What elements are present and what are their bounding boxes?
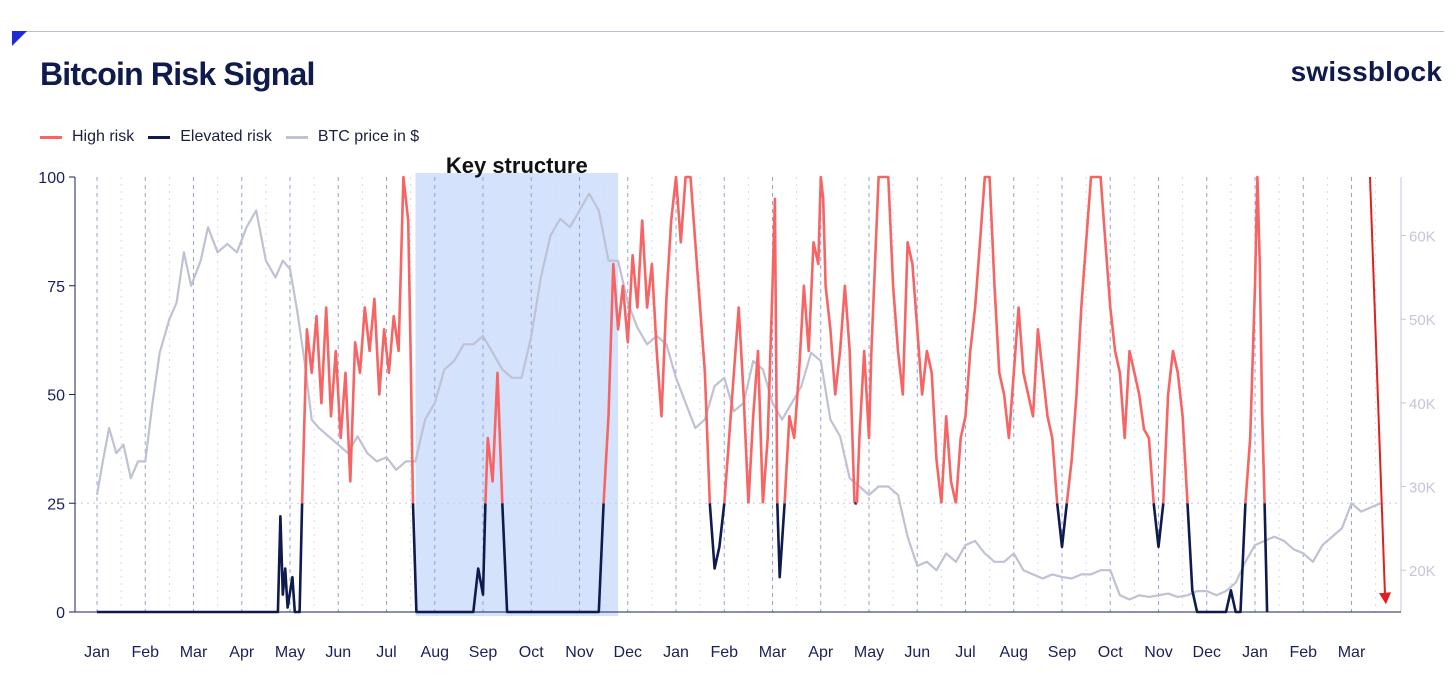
- elevated-risk-segment-26: [1263, 503, 1269, 613]
- y-left-tick-label-75: 75: [47, 279, 65, 296]
- legend-label-elevated-risk: Elevated risk: [180, 128, 272, 145]
- risk-signal-series: [97, 175, 1391, 614]
- legend-item-elevated-risk: Elevated risk: [148, 128, 272, 146]
- chart-title: Bitcoin Risk Signal: [40, 56, 315, 92]
- x-tick-label-0: Jan: [84, 644, 110, 661]
- x-tick-label-24: Jan: [1242, 644, 1268, 661]
- legend: High risk Elevated risk BTC price in $: [40, 128, 433, 146]
- legend-item-high-risk: High risk: [40, 128, 134, 146]
- x-tick-label-9: Oct: [519, 644, 544, 661]
- elevated-risk-segment-2: [411, 503, 487, 614]
- elevated-risk-segment-24: [1186, 503, 1247, 614]
- key-structure-highlight-layer: [415, 173, 619, 616]
- x-tick-label-26: Mar: [1338, 644, 1366, 661]
- high-risk-segment-23: [1162, 349, 1189, 504]
- high-risk-segment-1: [300, 175, 415, 504]
- elevated-risk-segment-0: [97, 503, 304, 614]
- down-arrow-shaft: [1369, 176, 1386, 596]
- high-risk-segment-19: [954, 175, 1059, 504]
- elevated-risk-segment-4: [501, 503, 605, 614]
- high-risk-segment-15: [855, 175, 943, 504]
- btc-price-series: [95, 192, 1381, 601]
- x-tick-label-16: May: [854, 644, 884, 661]
- x-tick-label-17: Jun: [904, 644, 930, 661]
- high-risk-segment-5: [602, 175, 712, 504]
- high-risk-segment-11: [761, 197, 779, 504]
- down-arrow-head: [1379, 592, 1391, 605]
- x-tick-label-1: Feb: [131, 644, 159, 661]
- x-tick-label-15: Apr: [808, 644, 834, 661]
- corner-marker: [12, 31, 27, 46]
- x-tick-label-6: Jul: [376, 644, 396, 661]
- elevated-risk-segment-22: [1152, 503, 1165, 549]
- y-right-tick-label-3: 50K: [1409, 312, 1436, 329]
- x-tick-label-11: Dec: [614, 644, 642, 661]
- x-tick-label-13: Feb: [710, 644, 738, 661]
- x-tick-label-14: Mar: [759, 644, 787, 661]
- high-risk-segment-7: [723, 306, 750, 504]
- x-tick-label-3: Apr: [229, 644, 255, 661]
- x-tick-label-12: Jan: [663, 644, 689, 661]
- x-tick-label-25: Feb: [1289, 644, 1317, 661]
- y-left-tick-label-100: 100: [38, 170, 65, 187]
- high-risk-segment-25: [1244, 175, 1266, 504]
- legend-swatch-elevated-risk: [148, 135, 171, 139]
- x-tick-label-8: Sep: [469, 644, 498, 661]
- legend-item-btc-price: BTC price in $: [285, 128, 420, 146]
- axes: [69, 176, 1406, 613]
- high-risk-segment-17: [940, 414, 958, 504]
- y-right-tick-label-4: 60K: [1409, 229, 1436, 246]
- brand-logo: swissblock: [1290, 56, 1442, 87]
- legend-swatch-btc-price: [285, 135, 308, 139]
- x-tick-label-19: Aug: [1000, 644, 1028, 661]
- key-structure-highlight: [415, 173, 619, 616]
- x-tick-label-21: Oct: [1098, 644, 1123, 661]
- y-right-tick-label-2: 40K: [1409, 396, 1436, 413]
- x-tick-label-23: Dec: [1193, 644, 1221, 661]
- x-tick-label-5: Jun: [325, 644, 351, 661]
- high-risk-segment-3: [484, 371, 504, 504]
- y-left-tick-label-25: 25: [47, 496, 65, 513]
- gridlines: [75, 177, 1401, 612]
- y-left-tick-label-50: 50: [47, 388, 65, 405]
- y-right-tick-label-1: 30K: [1409, 480, 1436, 497]
- legend-label-high-risk: High risk: [72, 128, 135, 145]
- elevated-risk-segment-6: [708, 503, 726, 570]
- legend-swatch-high-risk: [40, 135, 62, 139]
- high-risk-segment-9: [747, 349, 765, 504]
- high-risk-segment-21: [1065, 175, 1155, 504]
- x-tick-label-10: Nov: [565, 644, 593, 661]
- key-structure-label: Key structure: [446, 153, 588, 178]
- btc-price-line: [95, 192, 1381, 601]
- elevated-risk-segment-20: [1055, 503, 1069, 549]
- x-tick-label-18: Jul: [955, 644, 975, 661]
- top-rule: [12, 31, 1444, 32]
- x-tick-label-2: Mar: [180, 644, 208, 661]
- elevated-risk-segment-12: [776, 503, 786, 579]
- legend-label-btc-price: BTC price in $: [317, 128, 420, 145]
- y-right-tick-label-0: 20K: [1409, 563, 1436, 580]
- high-risk-segment-13: [783, 175, 856, 504]
- x-tick-label-20: Sep: [1048, 644, 1077, 661]
- axis-labels: Key structure 0 25 50 75 100 20K 30K 40K 50K 60K Ja…: [38, 153, 1435, 661]
- y-left-tick-label-0: 0: [56, 605, 65, 622]
- x-tick-label-22: Nov: [1144, 644, 1172, 661]
- x-tick-label-7: Aug: [421, 644, 449, 661]
- x-tick-label-4: May: [275, 644, 305, 661]
